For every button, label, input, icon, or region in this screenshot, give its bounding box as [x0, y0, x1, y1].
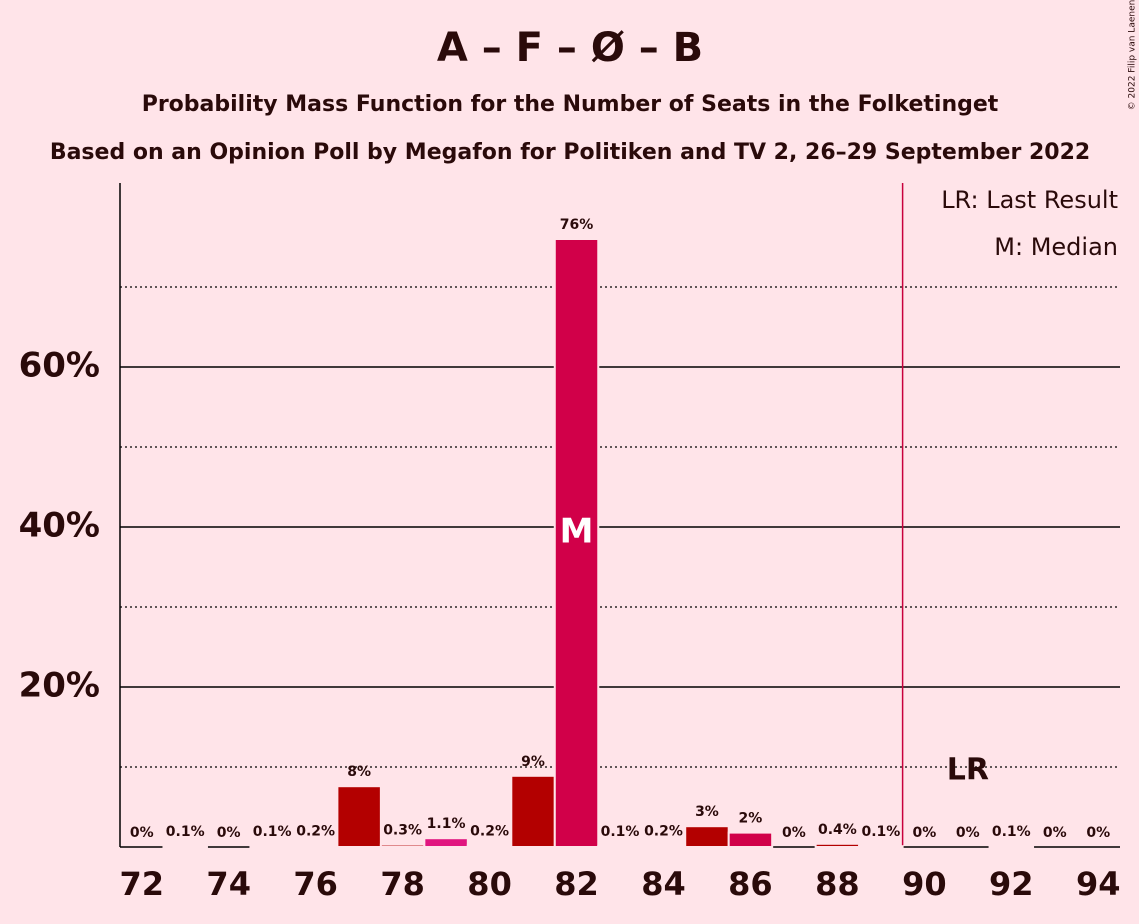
value-label: 2%	[739, 811, 763, 827]
bar	[249, 845, 295, 849]
x-tick-label: 92	[989, 865, 1034, 903]
bar	[510, 774, 556, 848]
bar	[814, 842, 861, 848]
value-label: 0.1%	[992, 824, 1031, 840]
legend-entry: M: Median	[994, 233, 1118, 261]
x-tick-label: 94	[1076, 865, 1121, 903]
value-label: 0%	[217, 825, 241, 841]
x-tick-label: 78	[380, 865, 425, 903]
bar	[640, 844, 687, 849]
x-tick-label: 82	[554, 865, 599, 903]
y-tick-label: 20%	[19, 666, 100, 706]
value-label: 0.2%	[644, 823, 683, 839]
chart-title: A – F – Ø – B	[437, 25, 703, 71]
value-label: 8%	[347, 764, 371, 780]
value-label: 3%	[695, 804, 719, 820]
value-label: 0.1%	[166, 824, 205, 840]
y-tick-label: 40%	[19, 506, 100, 546]
value-label: 0.1%	[253, 824, 292, 840]
value-label: 0%	[130, 825, 154, 841]
x-tick-label: 74	[206, 865, 251, 903]
value-label: 0.2%	[470, 823, 509, 839]
x-tick-label: 80	[467, 865, 512, 903]
value-label: 0%	[782, 825, 806, 841]
bar	[292, 844, 339, 849]
x-tick-label: 72	[119, 865, 164, 903]
bar	[988, 845, 1035, 849]
bar	[727, 831, 774, 848]
value-label: 0.3%	[383, 823, 422, 839]
value-label: 0.2%	[296, 823, 335, 839]
value-label: 0.1%	[601, 824, 640, 840]
value-label: 0%	[1086, 825, 1110, 841]
median-marker: M	[560, 512, 594, 552]
value-label: 0.1%	[861, 824, 900, 840]
value-label: 0%	[912, 825, 936, 841]
copyright: © 2022 Filip van Laenen	[1128, 0, 1138, 110]
bar	[553, 238, 600, 848]
last-result-marker: LR	[947, 753, 989, 788]
bar	[162, 845, 208, 849]
bar	[379, 843, 426, 848]
x-tick-label: 76	[293, 865, 338, 903]
value-label: 9%	[521, 754, 545, 770]
bar	[597, 845, 643, 849]
x-tick-label: 88	[815, 865, 860, 903]
legend-entry: LR: Last Result	[941, 186, 1118, 214]
x-tick-label: 84	[641, 865, 686, 903]
x-tick-label: 86	[728, 865, 773, 903]
value-label: 1.1%	[427, 816, 466, 832]
caption: Based on an Opinion Poll by Megafon for …	[50, 140, 1090, 165]
value-label: 0.4%	[818, 822, 857, 838]
bar	[336, 785, 382, 849]
y-tick-label: 60%	[19, 346, 100, 386]
subtitle: Probability Mass Function for the Number…	[142, 92, 999, 117]
value-label: 76%	[560, 217, 594, 233]
bar	[466, 844, 513, 849]
x-tick-label: 90	[902, 865, 947, 903]
bar	[423, 837, 469, 849]
value-label: 0%	[956, 825, 980, 841]
value-label: 0%	[1043, 825, 1067, 841]
bar	[858, 845, 904, 849]
bar	[684, 825, 730, 849]
